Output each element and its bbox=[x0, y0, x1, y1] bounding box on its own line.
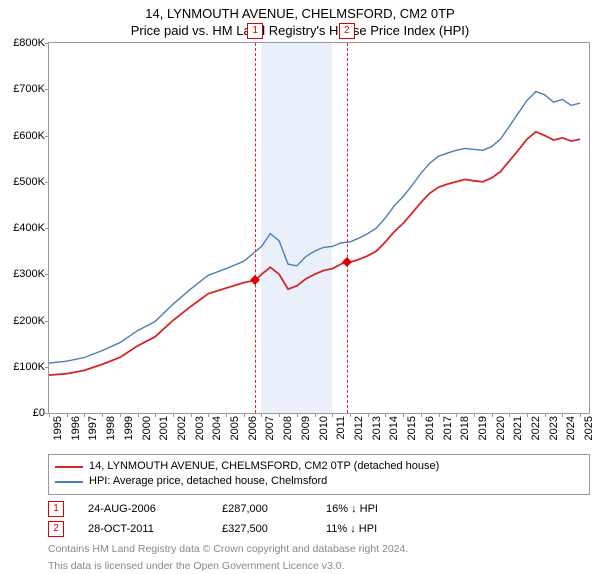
x-tick-label: 2018 bbox=[459, 416, 471, 440]
x-tick-label: 1999 bbox=[123, 416, 135, 440]
sale-marker-line bbox=[347, 43, 348, 413]
legend-label: HPI: Average price, detached house, Chel… bbox=[89, 474, 327, 489]
sale-date: 28-OCT-2011 bbox=[88, 523, 198, 535]
chart-area: £0£100K£200K£300K£400K£500K£600K£700K£80… bbox=[48, 42, 590, 414]
chart-title: 14, LYNMOUTH AVENUE, CHELMSFORD, CM2 0TP bbox=[0, 6, 600, 21]
y-tick-label: £100K bbox=[13, 361, 45, 373]
sale-marker-box: 1 bbox=[247, 23, 263, 39]
y-tick-label: £800K bbox=[13, 37, 45, 49]
sale-marker-line bbox=[255, 43, 256, 413]
x-tick-label: 2017 bbox=[442, 416, 454, 440]
x-tick-label: 2015 bbox=[406, 416, 418, 440]
x-tick-label: 2001 bbox=[158, 416, 170, 440]
x-tick-label: 1996 bbox=[70, 416, 82, 440]
legend-swatch bbox=[55, 466, 83, 468]
x-tick-label: 2005 bbox=[229, 416, 241, 440]
x-tick-label: 2007 bbox=[264, 416, 276, 440]
x-tick-label: 2003 bbox=[194, 416, 206, 440]
x-tick-label: 2019 bbox=[477, 416, 489, 440]
x-tick-label: 2016 bbox=[424, 416, 436, 440]
x-tick-label: 2013 bbox=[371, 416, 383, 440]
sale-row: 2 28-OCT-2011 £327,500 11% ↓ HPI bbox=[48, 519, 590, 539]
x-tick-label: 2025 bbox=[583, 416, 595, 440]
sale-marker-box: 2 bbox=[339, 23, 355, 39]
y-tick-label: £700K bbox=[13, 83, 45, 95]
footnote-2: This data is licensed under the Open Gov… bbox=[48, 560, 590, 574]
sale-row: 1 24-AUG-2006 £287,000 16% ↓ HPI bbox=[48, 499, 590, 519]
y-tick-label: £600K bbox=[13, 130, 45, 142]
x-tick-label: 2004 bbox=[211, 416, 223, 440]
y-tick-label: £400K bbox=[13, 222, 45, 234]
x-tick-label: 2014 bbox=[388, 416, 400, 440]
x-tick-label: 2011 bbox=[335, 416, 347, 440]
sale-row-marker: 1 bbox=[48, 501, 64, 517]
sale-hpi-delta: 11% ↓ HPI bbox=[326, 523, 416, 535]
x-tick-label: 1995 bbox=[52, 416, 64, 440]
x-tick-label: 2002 bbox=[176, 416, 188, 440]
series-line bbox=[49, 132, 580, 375]
footnote-1: Contains HM Land Registry data © Crown c… bbox=[48, 543, 590, 557]
x-tick-label: 1998 bbox=[105, 416, 117, 440]
x-tick-label: 2020 bbox=[495, 416, 507, 440]
legend-label: 14, LYNMOUTH AVENUE, CHELMSFORD, CM2 0TP… bbox=[89, 459, 439, 474]
sale-price: £287,000 bbox=[222, 503, 302, 515]
legend-box: 14, LYNMOUTH AVENUE, CHELMSFORD, CM2 0TP… bbox=[48, 454, 590, 495]
x-tick-label: 2023 bbox=[548, 416, 560, 440]
legend-item: HPI: Average price, detached house, Chel… bbox=[55, 474, 583, 489]
x-tick-label: 2024 bbox=[565, 416, 577, 440]
sale-hpi-delta: 16% ↓ HPI bbox=[326, 503, 416, 515]
y-tick-label: £500K bbox=[13, 176, 45, 188]
x-tick-label: 2010 bbox=[318, 416, 330, 440]
legend-swatch bbox=[55, 481, 83, 483]
x-tick-label: 2022 bbox=[530, 416, 542, 440]
y-tick-label: £0 bbox=[33, 407, 45, 419]
x-tick-label: 2006 bbox=[247, 416, 259, 440]
y-tick-label: £200K bbox=[13, 315, 45, 327]
sale-date: 24-AUG-2006 bbox=[88, 503, 198, 515]
x-tick-label: 2012 bbox=[353, 416, 365, 440]
x-tick-label: 2009 bbox=[300, 416, 312, 440]
sale-row-marker: 2 bbox=[48, 521, 64, 537]
legend-item: 14, LYNMOUTH AVENUE, CHELMSFORD, CM2 0TP… bbox=[55, 459, 583, 474]
chart-subtitle: Price paid vs. HM Land Registry's House … bbox=[0, 23, 600, 38]
sale-price: £327,500 bbox=[222, 523, 302, 535]
chart-svg bbox=[49, 43, 589, 413]
y-tick-label: £300K bbox=[13, 268, 45, 280]
x-tick-label: 2000 bbox=[141, 416, 153, 440]
x-tick-label: 1997 bbox=[87, 416, 99, 440]
series-line bbox=[49, 92, 580, 364]
sales-table: 1 24-AUG-2006 £287,000 16% ↓ HPI 2 28-OCT-201… bbox=[48, 499, 590, 539]
x-tick-label: 2021 bbox=[512, 416, 524, 440]
x-tick-label: 2008 bbox=[282, 416, 294, 440]
x-axis-labels: 1995 1996 1997 1998 1999 2000 2001 2002 2003 2004… bbox=[48, 414, 590, 448]
